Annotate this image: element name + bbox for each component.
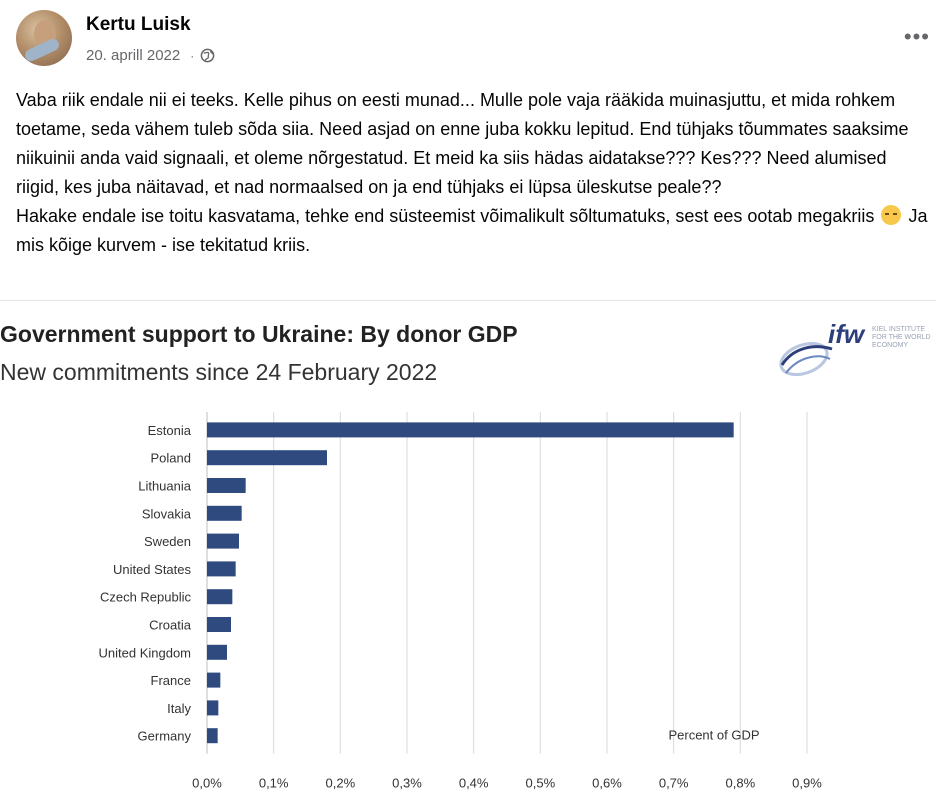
post-paragraph-2-end: Ja mis kõige kurvem - ise tekitatud krii… bbox=[16, 206, 928, 255]
category-label: Estonia bbox=[148, 423, 192, 438]
divider bbox=[0, 300, 936, 301]
post-text: Vaba riik endale nii ei teeks. Kelle pih… bbox=[16, 86, 930, 260]
category-label: Germany bbox=[138, 729, 192, 744]
category-label: Poland bbox=[151, 451, 191, 466]
post-paragraph-2-start: Hakake endale ise toitu kasvatama, tehke… bbox=[16, 206, 875, 226]
chart-annotation: Percent of GDP bbox=[668, 728, 759, 743]
category-label: France bbox=[151, 673, 191, 688]
category-label: United States bbox=[113, 562, 192, 577]
post-author[interactable]: Kertu Luisk bbox=[86, 14, 191, 35]
globe-logo-icon bbox=[779, 341, 833, 377]
x-tick-label: 0,9% bbox=[792, 776, 822, 791]
category-label: Croatia bbox=[149, 618, 192, 633]
globe-icon[interactable] bbox=[200, 48, 215, 63]
bar bbox=[207, 700, 219, 716]
bar-chart: 0,0% 0,1% 0,2% 0,3% 0,4% 0,5% 0,6% 0,7% 0,8% 0,9%… bbox=[99, 412, 822, 791]
logo-small-text: KIEL INSTITUTE FOR THE WORLD ECONOMY bbox=[872, 326, 931, 349]
bar bbox=[207, 561, 236, 577]
category-label: Sweden bbox=[144, 534, 191, 549]
category-label: Italy bbox=[167, 701, 191, 716]
x-tick-label: 0,0% bbox=[192, 776, 222, 791]
x-tick-label: 0,7% bbox=[659, 776, 689, 791]
post-paragraph-1: Vaba riik endale nii ei teeks. Kelle pih… bbox=[16, 90, 909, 197]
x-tick-label: 0,5% bbox=[526, 776, 556, 791]
bar bbox=[207, 672, 221, 688]
post-meta: 20. aprill 2022 · bbox=[86, 47, 215, 64]
category-label: United Kingdom bbox=[99, 645, 192, 660]
bar bbox=[207, 422, 734, 438]
more-options-icon[interactable]: ••• bbox=[903, 24, 930, 49]
x-tick-label: 0,4% bbox=[459, 776, 489, 791]
category-label: Slovakia bbox=[142, 506, 192, 521]
bar bbox=[207, 617, 231, 632]
chart-subtitle: New commitments since 24 February 2022 bbox=[0, 359, 438, 385]
x-tick-label: 0,3% bbox=[392, 776, 422, 791]
x-tick-label: 0,1% bbox=[259, 776, 289, 791]
pensive-face-icon bbox=[881, 205, 902, 225]
x-tick-label: 0,8% bbox=[726, 776, 756, 791]
bar bbox=[207, 728, 218, 744]
chart-title: Government support to Ukraine: By donor … bbox=[0, 321, 518, 347]
post-date[interactable]: 20. aprill 2022 bbox=[86, 47, 181, 64]
bar bbox=[207, 478, 246, 493]
x-tick-label: 0,2% bbox=[326, 776, 356, 791]
post-avatar[interactable] bbox=[16, 10, 72, 66]
bar bbox=[207, 505, 242, 521]
meta-separator: · bbox=[190, 48, 195, 63]
category-label: Lithuania bbox=[138, 479, 192, 494]
post-image[interactable]: Government support to Ukraine: By donor … bbox=[0, 301, 936, 791]
category-label: Czech Republic bbox=[100, 590, 192, 605]
x-tick-label: 0,6% bbox=[592, 776, 622, 791]
bar bbox=[207, 533, 239, 549]
bar bbox=[207, 450, 327, 466]
bar bbox=[207, 644, 227, 660]
logo-text: ifw bbox=[828, 319, 865, 349]
bar bbox=[207, 589, 233, 605]
post-paragraph-2: Hakake endale ise toitu kasvatama, tehke… bbox=[16, 202, 930, 260]
